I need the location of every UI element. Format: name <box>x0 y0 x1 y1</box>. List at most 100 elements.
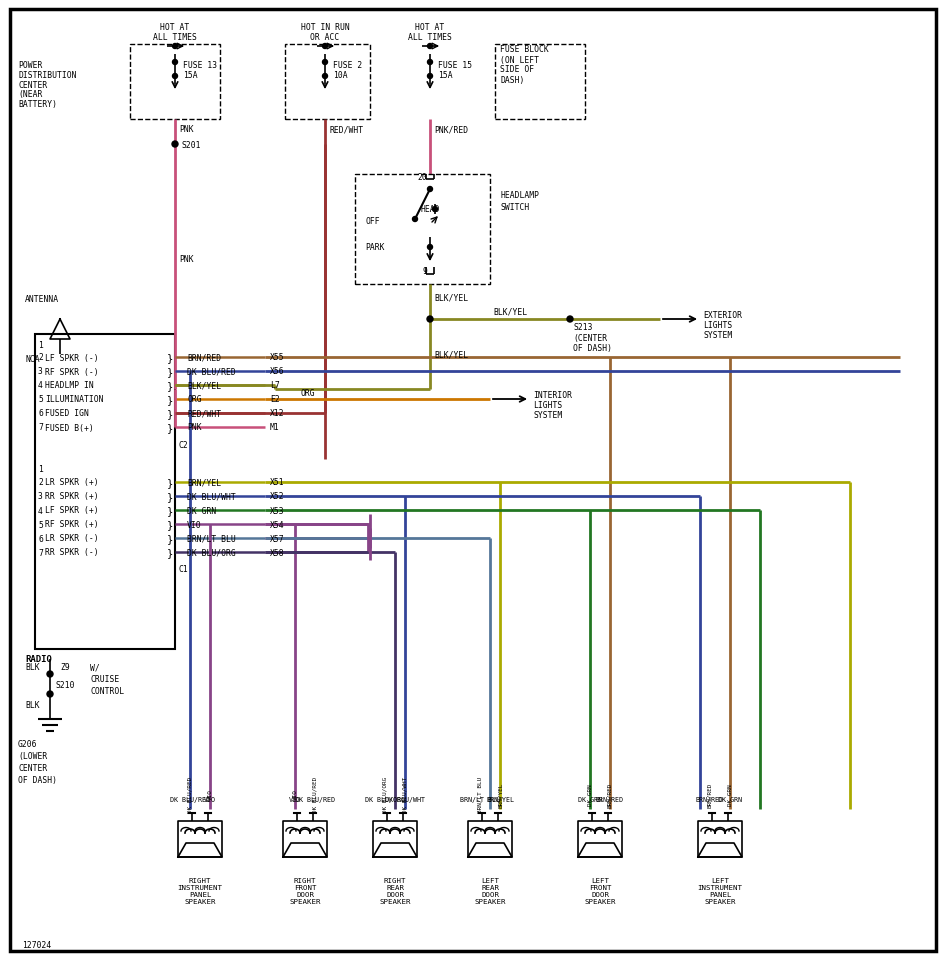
Text: BLK/YEL: BLK/YEL <box>187 382 221 390</box>
Circle shape <box>323 44 327 49</box>
Circle shape <box>427 317 433 323</box>
Circle shape <box>567 317 573 323</box>
Text: HOT AT: HOT AT <box>161 23 189 33</box>
Text: HEAD: HEAD <box>420 206 440 214</box>
Text: FUSED B(+): FUSED B(+) <box>45 423 94 432</box>
Text: RED/WHT: RED/WHT <box>187 409 221 418</box>
Text: CENTER: CENTER <box>18 81 47 89</box>
Text: 4: 4 <box>38 506 43 515</box>
Text: 20: 20 <box>417 173 427 183</box>
Text: }: } <box>166 520 173 530</box>
Text: X53: X53 <box>270 506 285 515</box>
Text: RIGHT
REAR
DOOR
SPEAKER: RIGHT REAR DOOR SPEAKER <box>379 877 411 904</box>
Text: POWER: POWER <box>18 61 43 69</box>
Text: 7: 7 <box>38 423 43 432</box>
Text: BLK: BLK <box>25 663 40 672</box>
Text: 1: 1 <box>38 465 43 474</box>
Text: BRN/RED: BRN/RED <box>187 353 221 362</box>
Text: LR SPKR (-): LR SPKR (-) <box>45 534 98 543</box>
Text: SIDE OF: SIDE OF <box>500 65 534 74</box>
Text: RR SPKR (+): RR SPKR (+) <box>45 492 98 501</box>
Text: BRN/RED: BRN/RED <box>696 796 724 802</box>
Text: DISTRIBUTION: DISTRIBUTION <box>18 70 77 80</box>
Text: CONTROL: CONTROL <box>90 687 124 696</box>
Text: BRN/YEL: BRN/YEL <box>498 781 502 807</box>
Text: }: } <box>166 533 173 543</box>
Text: X58: X58 <box>270 548 285 557</box>
Text: BLK/YEL: BLK/YEL <box>493 308 527 316</box>
Circle shape <box>428 74 432 80</box>
Text: RADIO: RADIO <box>25 654 52 664</box>
Text: S210: S210 <box>55 679 75 689</box>
Bar <box>285 45 370 120</box>
Text: LF SPKR (-): LF SPKR (-) <box>45 353 98 362</box>
Text: DK GRN: DK GRN <box>578 796 602 802</box>
Bar <box>355 175 490 284</box>
Text: DK BLU/ORG: DK BLU/ORG <box>382 776 388 812</box>
Text: BRN/YEL: BRN/YEL <box>187 478 221 487</box>
Text: 5: 5 <box>38 520 43 529</box>
Text: 3: 3 <box>38 492 43 501</box>
Text: PNK/RED: PNK/RED <box>434 125 468 135</box>
Text: DK GRN: DK GRN <box>727 783 732 805</box>
Text: HEADLMP IN: HEADLMP IN <box>45 382 94 390</box>
Text: ILLUMINATION: ILLUMINATION <box>45 395 103 404</box>
Text: RF SPKR (+): RF SPKR (+) <box>45 520 98 529</box>
Text: 15A: 15A <box>183 71 198 81</box>
Text: FUSE 13: FUSE 13 <box>183 61 218 69</box>
Text: 1: 1 <box>38 340 43 349</box>
Circle shape <box>47 691 53 698</box>
Text: DK BLU/RED: DK BLU/RED <box>295 796 335 802</box>
Text: LEFT
INSTRUMENT
PANEL
SPEAKER: LEFT INSTRUMENT PANEL SPEAKER <box>697 877 743 904</box>
Text: ALL TIMES: ALL TIMES <box>153 34 197 42</box>
Text: DK BLU/ORG: DK BLU/ORG <box>365 796 405 802</box>
Text: VIO: VIO <box>204 796 216 802</box>
Text: }: } <box>166 395 173 405</box>
Text: X57: X57 <box>270 534 285 543</box>
Text: PNK: PNK <box>179 256 194 264</box>
Text: X54: X54 <box>270 520 285 529</box>
Text: M1: M1 <box>270 423 280 432</box>
Text: E2: E2 <box>270 395 280 404</box>
Text: }: } <box>166 548 173 557</box>
Text: FUSE 15: FUSE 15 <box>438 61 472 69</box>
Text: OF DASH): OF DASH) <box>18 776 57 785</box>
Text: (CENTER: (CENTER <box>573 333 607 342</box>
Circle shape <box>172 74 178 80</box>
Text: LIGHTS: LIGHTS <box>533 400 562 409</box>
Text: OFF: OFF <box>365 217 379 226</box>
Text: ORG: ORG <box>300 388 315 397</box>
Text: CENTER: CENTER <box>18 764 47 773</box>
Text: BRN/RED: BRN/RED <box>607 781 612 807</box>
Text: LEFT
REAR
DOOR
SPEAKER: LEFT REAR DOOR SPEAKER <box>474 877 506 904</box>
Text: OR ACC: OR ACC <box>310 34 340 42</box>
Text: HEADLAMP: HEADLAMP <box>500 190 539 199</box>
Text: (LOWER: (LOWER <box>18 752 47 761</box>
Circle shape <box>428 44 432 49</box>
Circle shape <box>172 61 178 65</box>
Text: 127024: 127024 <box>22 941 51 949</box>
Text: ORG: ORG <box>187 395 201 404</box>
Text: DK BLU/WHT: DK BLU/WHT <box>402 776 408 812</box>
Text: 5: 5 <box>38 395 43 404</box>
Text: DK GRN: DK GRN <box>587 783 592 805</box>
Text: }: } <box>166 505 173 515</box>
Text: BRN/RED: BRN/RED <box>708 781 712 807</box>
Text: X12: X12 <box>270 409 285 418</box>
Text: LF SPKR (+): LF SPKR (+) <box>45 506 98 515</box>
Text: 15A: 15A <box>438 71 452 81</box>
Circle shape <box>428 187 432 192</box>
Text: 2: 2 <box>38 478 43 487</box>
Text: X51: X51 <box>270 478 285 487</box>
Text: DK BLU/WHT: DK BLU/WHT <box>187 492 236 501</box>
Circle shape <box>172 44 178 49</box>
Text: 4: 4 <box>38 382 43 390</box>
Circle shape <box>412 217 417 222</box>
Text: CRUISE: CRUISE <box>90 675 119 684</box>
Text: VIO: VIO <box>187 520 201 529</box>
Text: RR SPKR (-): RR SPKR (-) <box>45 548 98 557</box>
Text: 6: 6 <box>38 534 43 543</box>
Text: VIO: VIO <box>207 789 213 800</box>
Text: 7: 7 <box>38 548 43 557</box>
Text: ALL TIMES: ALL TIMES <box>408 34 452 42</box>
